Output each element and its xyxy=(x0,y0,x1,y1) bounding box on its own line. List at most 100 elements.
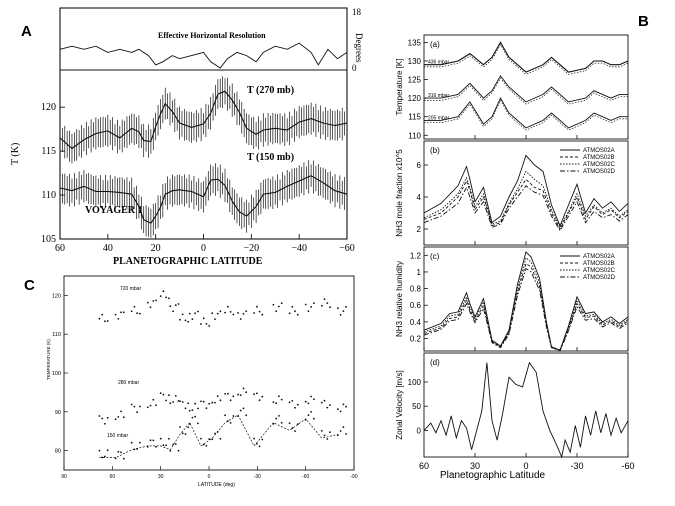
panel-b-series-a-0 xyxy=(424,41,629,73)
panel-c-point-0 xyxy=(232,313,235,316)
panel-c-x-tick-label: 0 xyxy=(208,474,211,480)
panel-c-point-1 xyxy=(208,402,211,405)
panel-c-point-0 xyxy=(280,302,283,305)
panel-c-point-2 xyxy=(146,446,149,448)
panel-a-y-tick-label: 110 xyxy=(41,190,56,201)
panel-c-point-2 xyxy=(323,434,326,437)
panel-c-point-1 xyxy=(184,407,187,410)
resolution-label: Effective Horizontal Resolution xyxy=(158,31,266,40)
resolution-line xyxy=(59,42,348,69)
panel-c-point-2 xyxy=(294,430,296,432)
panel-c-point-1 xyxy=(216,395,219,397)
panel-c-point-1 xyxy=(304,400,307,403)
panel-c-point-0 xyxy=(227,305,229,308)
panel-c-point-1 xyxy=(202,400,205,403)
panel-c-point-2 xyxy=(139,441,141,444)
panel-c-point-1 xyxy=(104,422,106,425)
panel-c-point-0 xyxy=(245,310,248,312)
panel-c-point-1 xyxy=(162,393,165,396)
panel-c-point-0 xyxy=(253,312,256,314)
panel-c-point-0 xyxy=(133,305,136,308)
panel-c-y-tick-label: 90 xyxy=(55,410,61,416)
panel-b-y-tick-label: 0.2 xyxy=(410,335,422,344)
panel-c-point-0 xyxy=(291,305,294,308)
panel-c-point-2 xyxy=(229,422,232,424)
panel-c-point-1 xyxy=(146,406,149,409)
panel-b-tag-a: (a) xyxy=(430,40,440,49)
panel-c-point-1 xyxy=(239,394,242,396)
panel-c-point-2 xyxy=(280,421,283,424)
panel-c-point-1 xyxy=(219,399,222,402)
panel-b-x-tick-label: -60 xyxy=(621,461,634,471)
panel-letter-b: B xyxy=(638,13,649,30)
panel-c-point-0 xyxy=(146,301,149,304)
panel-c-y-tick-label: 110 xyxy=(52,332,61,338)
panel-c-point-2 xyxy=(149,439,152,442)
panel-c-point-1 xyxy=(106,416,109,419)
panel-a-y-tick-label: 105 xyxy=(41,234,56,245)
panel-c-point-0 xyxy=(261,313,264,316)
panel-c-point-1 xyxy=(337,408,339,411)
panel-c-point-2 xyxy=(342,426,345,429)
panel-b-y-tick-label: 50 xyxy=(412,402,421,411)
panel-c-point-2 xyxy=(258,445,261,448)
panel-c-point-0 xyxy=(187,320,190,323)
label-720: 720 mbar xyxy=(120,286,141,292)
panel-c-point-2 xyxy=(104,455,106,458)
panel-c-y-tick-label: 120 xyxy=(52,293,61,299)
panel-c-point-1 xyxy=(181,401,184,403)
panel-c-point-1 xyxy=(98,415,101,417)
panel-c-point-1 xyxy=(165,399,168,402)
panel-c-point-2 xyxy=(181,432,184,435)
panel-b-curve-label: 316 mbar xyxy=(428,93,449,99)
panel-letter-a: A xyxy=(21,23,32,40)
panel-c-point-0 xyxy=(159,295,162,297)
panel-c-point-1 xyxy=(232,395,235,398)
panel-c-point-2 xyxy=(117,450,120,453)
panel-c-point-0 xyxy=(214,318,216,320)
panel-c-point-2 xyxy=(179,426,181,428)
panel-c-point-2 xyxy=(202,443,205,446)
panel-c-point-0 xyxy=(98,317,101,320)
panel-c-point-1 xyxy=(323,399,326,402)
panel-c-point-1 xyxy=(130,403,133,406)
panel-b-y-axis-label-b: NH3 mole fraction x10^5 xyxy=(395,149,404,237)
series-label-150: T (150 mb) xyxy=(247,152,294,163)
panel-c-point-2 xyxy=(242,407,245,410)
legend-label-c: ATMOS02C xyxy=(583,268,616,274)
panel-c-point-2 xyxy=(184,433,187,435)
panel-c-point-0 xyxy=(304,303,307,306)
panel-c-point-1 xyxy=(345,405,347,408)
panel-c: TEMPERATURE (K) LATITUDE (deg) 720 mbar … xyxy=(46,275,358,488)
panel-c-point-0 xyxy=(239,318,242,320)
panel-c-point-1 xyxy=(136,411,139,414)
panel-c-x-axis-label: LATITUDE (deg) xyxy=(198,482,235,488)
panel-b-curve-label: 205 mbar xyxy=(428,115,449,121)
panel-c-point-0 xyxy=(342,310,345,312)
panel-c-point-1 xyxy=(342,403,345,406)
panel-b-x-tick-label: 0 xyxy=(523,461,528,471)
panel-c-point-0 xyxy=(197,310,199,313)
panel-b-series-a-2 xyxy=(424,97,628,129)
panel-b-y-tick-label: 1 xyxy=(417,268,422,277)
panel-c-point-0 xyxy=(194,312,197,315)
panel-c-point-2 xyxy=(307,414,310,416)
panel-b-x-tick-label: 30 xyxy=(470,461,480,471)
panel-c-point-1 xyxy=(168,394,170,397)
panel-c-point-2 xyxy=(329,431,331,434)
panel-c-point-2 xyxy=(152,439,155,442)
panel-c-point-0 xyxy=(136,312,139,315)
panel-b-series-c-2 xyxy=(423,257,629,351)
panel-c-point-0 xyxy=(168,297,170,300)
panel-c-point-2 xyxy=(219,437,222,440)
panel-b-y-tick-label: 4 xyxy=(417,193,422,202)
panel-c-point-0 xyxy=(208,325,211,327)
panel-a-x-tick-label: 0 xyxy=(201,243,206,254)
panel-c-point-1 xyxy=(101,417,104,420)
panel-c-point-0 xyxy=(219,310,222,313)
panel-c-point-1 xyxy=(339,410,342,413)
panel-c-x-tick-label: 30 xyxy=(158,474,164,480)
panel-b-frame-a xyxy=(423,34,629,140)
panel-b-series-c-1 xyxy=(423,262,629,351)
